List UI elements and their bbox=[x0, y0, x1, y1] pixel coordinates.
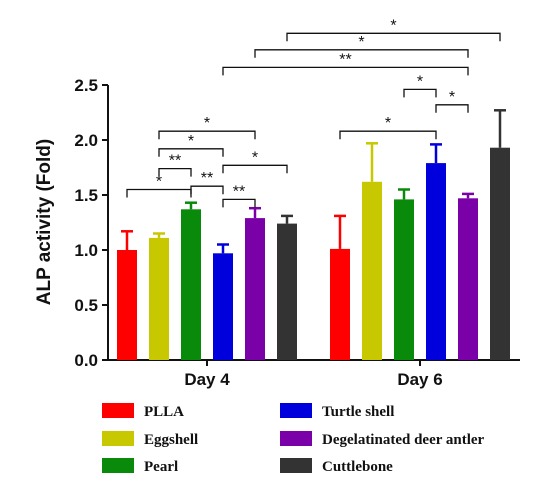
legend-label: Turtle shell bbox=[322, 404, 394, 420]
significance-label: * bbox=[449, 89, 455, 106]
legend-label: Degelatinated deer antler bbox=[322, 432, 485, 448]
bars bbox=[117, 147, 510, 360]
significance-bracket bbox=[158, 148, 224, 157]
bar bbox=[490, 147, 510, 360]
significance-label: * bbox=[385, 115, 391, 132]
bar bbox=[245, 218, 265, 360]
significance-bracket bbox=[126, 188, 192, 198]
significance-bracket bbox=[339, 130, 437, 140]
significance-label: * bbox=[358, 34, 364, 51]
bar bbox=[458, 198, 478, 360]
legend-swatch bbox=[280, 431, 312, 446]
significance-label: * bbox=[188, 133, 194, 150]
legend-label: Eggshell bbox=[144, 432, 198, 448]
y-axis-label: ALP activity (Fold) bbox=[34, 139, 55, 305]
legend-swatch bbox=[102, 403, 134, 418]
bar bbox=[181, 209, 201, 360]
bar bbox=[149, 237, 169, 360]
legend-label: Pearl bbox=[144, 459, 178, 475]
significance-bracket bbox=[254, 49, 469, 58]
legend-swatch bbox=[280, 458, 312, 473]
significance-bracket bbox=[286, 32, 501, 42]
legend-swatch bbox=[280, 403, 312, 418]
significance-bracket bbox=[158, 167, 192, 177]
significance-bracket bbox=[403, 88, 437, 98]
legend-label: Cuttlebone bbox=[322, 459, 393, 475]
significance-label: * bbox=[417, 73, 423, 90]
legend-swatch bbox=[102, 431, 134, 446]
x-tick-label: Day 4 bbox=[184, 370, 230, 389]
significance-label: ** bbox=[201, 170, 213, 187]
bar bbox=[213, 253, 233, 360]
bar bbox=[426, 163, 446, 360]
legend-swatch bbox=[102, 458, 134, 473]
significance-label: * bbox=[204, 115, 210, 132]
x-tick-label: Day 6 bbox=[397, 370, 442, 389]
bar bbox=[277, 223, 297, 360]
significance-label: * bbox=[390, 17, 396, 34]
y-tick-label: 2.5 bbox=[74, 76, 98, 95]
legend: PLLA Eggshell Pearl Turtle shell Degelatinat… bbox=[102, 403, 485, 475]
axes: 0.0 0.5 1.0 1.5 2.0 2.5 Day 4 Day 6 bbox=[74, 76, 520, 389]
significance-bracket bbox=[190, 185, 224, 195]
significance-label: ** bbox=[233, 183, 245, 200]
significance-bracket bbox=[222, 164, 288, 174]
significance-label: * bbox=[252, 149, 258, 166]
significance-bracket bbox=[222, 66, 469, 76]
significance-label: * bbox=[156, 174, 162, 191]
y-tick-label: 0.0 bbox=[74, 351, 98, 370]
y-tick-label: 1.5 bbox=[74, 186, 98, 205]
y-tick-label: 0.5 bbox=[74, 296, 98, 315]
error-bars bbox=[121, 109, 506, 254]
bar bbox=[362, 181, 382, 360]
significance-bracket bbox=[158, 130, 256, 140]
bar bbox=[117, 250, 137, 360]
y-tick-label: 2.0 bbox=[74, 131, 98, 150]
significance-bracket bbox=[222, 198, 256, 208]
legend-label: PLLA bbox=[144, 404, 184, 420]
significance-brackets: ***************** bbox=[126, 17, 501, 208]
bar bbox=[330, 248, 350, 360]
significance-label: ** bbox=[169, 153, 181, 170]
bar bbox=[394, 199, 414, 360]
y-tick-label: 1.0 bbox=[74, 241, 98, 260]
significance-label: ** bbox=[339, 51, 351, 68]
significance-bracket bbox=[435, 104, 469, 113]
